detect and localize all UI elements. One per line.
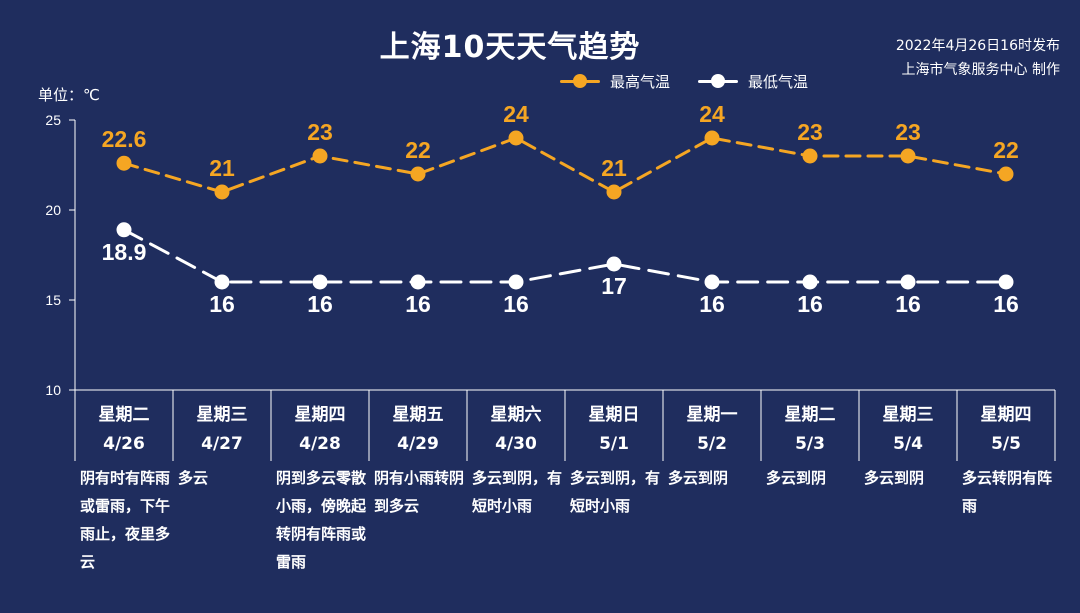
data-label-min: 16 xyxy=(993,291,1019,317)
point-min xyxy=(508,274,524,290)
data-label-max: 24 xyxy=(503,101,529,127)
data-label-max: 22.6 xyxy=(102,126,147,152)
data-label-max: 21 xyxy=(209,155,235,181)
publish-info: 2022年4月26日16时发布 上海市气象服务中心 制作 xyxy=(800,34,1060,82)
legend-min-label: 最低气温 xyxy=(748,72,809,91)
point-min xyxy=(312,274,328,290)
data-label-max: 23 xyxy=(895,119,921,145)
y-tick-label: 10 xyxy=(45,382,61,398)
x-tick-date: 5/5 xyxy=(991,434,1021,454)
data-label-min: 18.9 xyxy=(102,239,147,265)
weather-description: 多云到阴 xyxy=(864,469,925,487)
data-label-min: 16 xyxy=(307,291,333,317)
data-label-min: 16 xyxy=(699,291,725,317)
point-min xyxy=(214,274,230,290)
data-label-max: 21 xyxy=(601,155,627,181)
point-min xyxy=(998,274,1014,290)
point-max xyxy=(998,166,1014,182)
point-max xyxy=(802,148,818,164)
y-tick-label: 15 xyxy=(45,292,61,308)
point-max xyxy=(312,148,328,164)
data-label-max: 23 xyxy=(797,119,823,145)
data-label-max: 22 xyxy=(993,137,1019,163)
data-label-min: 16 xyxy=(503,291,529,317)
x-tick-weekday: 星期六 xyxy=(491,404,542,425)
publish-time: 2022年4月26日16时发布 xyxy=(895,38,1060,54)
point-min xyxy=(606,256,622,272)
legend-max-marker xyxy=(560,74,600,88)
x-tick-weekday: 星期二 xyxy=(99,405,150,425)
point-min xyxy=(704,274,720,290)
chart-title: 上海10天天气趋势 xyxy=(379,30,641,65)
weather-description: 阴到多云零散小雨，傍晚起转阴有阵雨或雷雨 xyxy=(276,469,367,571)
series-line-min xyxy=(122,228,1008,284)
x-tick-weekday: 星期四 xyxy=(295,405,346,425)
data-label-min: 16 xyxy=(405,291,431,317)
data-label-max: 24 xyxy=(699,101,725,127)
weather-description: 多云 xyxy=(178,469,209,487)
point-min xyxy=(116,222,132,238)
data-label-max: 23 xyxy=(307,119,333,145)
x-tick-date: 5/4 xyxy=(893,434,923,454)
x-tick-weekday: 星期四 xyxy=(981,405,1032,425)
x-tick-date: 5/3 xyxy=(795,434,825,454)
data-label-min: 17 xyxy=(601,273,627,299)
x-tick-date: 4/26 xyxy=(103,434,145,454)
legend-max: 最高气温 xyxy=(560,71,670,92)
x-tick-weekday: 星期五 xyxy=(393,405,444,425)
x-tick-date: 5/2 xyxy=(697,434,727,454)
x-tick-date: 4/30 xyxy=(495,434,537,454)
point-max xyxy=(704,130,720,146)
x-tick-weekday: 星期三 xyxy=(883,405,934,425)
point-max xyxy=(116,155,132,171)
point-max xyxy=(410,166,426,182)
point-min xyxy=(802,274,818,290)
legend: 最高气温 最低气温 xyxy=(560,70,836,92)
series-line-max xyxy=(122,136,1008,194)
x-tick-weekday: 星期二 xyxy=(785,405,836,425)
y-tick-label: 25 xyxy=(45,112,61,128)
point-max xyxy=(606,184,622,200)
weather-description: 阴有小雨转阴到多云 xyxy=(374,469,465,515)
data-label-max: 22 xyxy=(405,137,431,163)
weather-description: 多云到阴 xyxy=(668,469,729,487)
legend-min: 最低气温 xyxy=(698,71,808,92)
x-tick-weekday: 星期一 xyxy=(687,405,738,425)
legend-min-marker xyxy=(698,74,739,88)
weather-description: 多云到阴，有短时小雨 xyxy=(570,469,661,515)
point-min xyxy=(900,274,916,290)
y-tick-label: 20 xyxy=(45,202,61,218)
point-min xyxy=(410,274,426,290)
x-tick-date: 5/1 xyxy=(599,434,629,454)
point-max xyxy=(900,148,916,164)
point-max xyxy=(214,184,230,200)
x-tick-weekday: 星期三 xyxy=(197,405,248,425)
x-tick-weekday: 星期日 xyxy=(589,405,640,425)
data-label-min: 16 xyxy=(895,291,921,317)
weather-description: 多云到阴 xyxy=(766,469,827,487)
point-max xyxy=(508,130,524,146)
publisher: 上海市气象服务中心 制作 xyxy=(901,62,1060,78)
data-label-min: 16 xyxy=(797,291,823,317)
weather-description: 多云到阴，有短时小雨 xyxy=(472,469,563,515)
x-tick-date: 4/29 xyxy=(397,434,439,454)
legend-max-label: 最高气温 xyxy=(610,72,671,91)
weather-description: 多云转阴有阵雨 xyxy=(962,469,1053,515)
unit-label: 单位：℃ xyxy=(38,86,100,104)
data-label-min: 16 xyxy=(209,291,235,317)
x-tick-date: 4/28 xyxy=(299,434,341,454)
weather-description: 阴有时有阵雨或雷雨，下午雨止，夜里多云 xyxy=(80,469,171,571)
x-tick-date: 4/27 xyxy=(201,434,243,454)
